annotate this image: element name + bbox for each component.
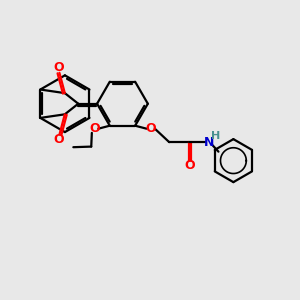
Text: O: O bbox=[184, 159, 195, 172]
Text: O: O bbox=[53, 61, 64, 74]
Text: O: O bbox=[146, 122, 156, 135]
Text: H: H bbox=[211, 130, 220, 141]
Text: O: O bbox=[53, 133, 64, 146]
Text: N: N bbox=[204, 136, 214, 148]
Text: O: O bbox=[89, 122, 100, 135]
